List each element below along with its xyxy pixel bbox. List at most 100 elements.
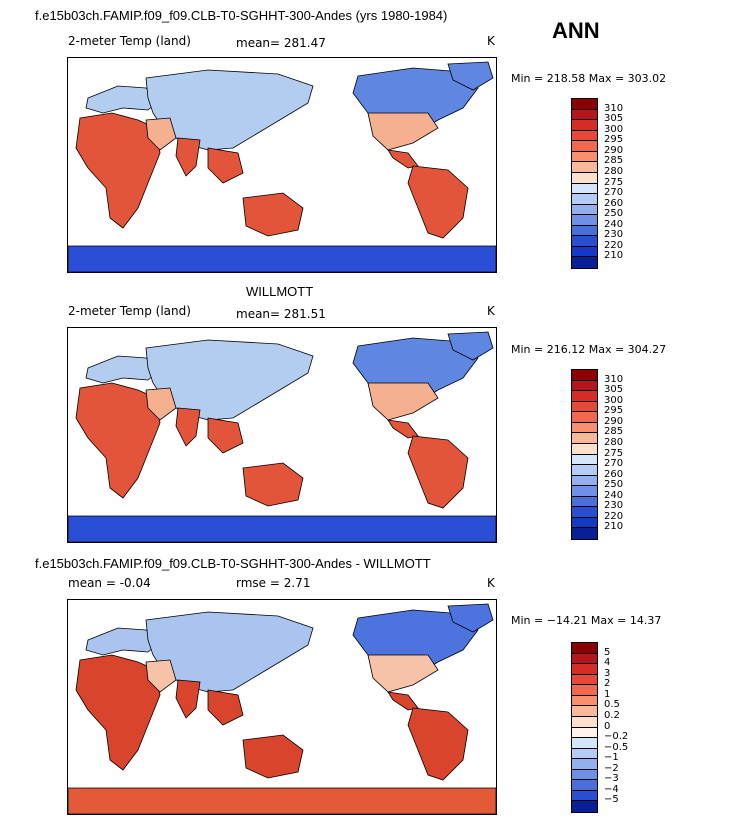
colorbar-box [572, 443, 597, 455]
colorbar-box [572, 433, 597, 444]
colorbar-label: 285 [604, 426, 624, 438]
colorbar-box [572, 738, 597, 749]
panel3-minmax: Min = −14.21 Max = 14.37 [511, 614, 662, 627]
colorbar-label: −0.2 [604, 731, 629, 743]
land-us [367, 382, 439, 421]
colorbar-box [572, 759, 597, 770]
colorbar-label: 305 [604, 384, 624, 396]
panel2-title: WILLMOTT [246, 284, 314, 299]
land-asia [145, 611, 314, 693]
colorbar-label: 0.2 [604, 709, 620, 721]
panel3-map-svg [68, 600, 496, 814]
colorbar-label: 270 [604, 458, 624, 470]
panel1-map-svg [68, 58, 496, 272]
colorbar-label: 250 [604, 479, 624, 491]
land-mideast [145, 659, 177, 693]
colorbar-box [572, 183, 597, 195]
colorbar-box [572, 454, 597, 466]
colorbar-box [572, 475, 597, 487]
panel2-mean: mean= 281.51 [236, 307, 326, 321]
land-mideast [145, 117, 177, 151]
colorbar-box [572, 246, 597, 258]
panel1-units: K [487, 34, 495, 48]
colorbar-label: 285 [604, 155, 624, 167]
colorbar-box [572, 769, 597, 781]
colorbar-box [572, 391, 597, 402]
panel3-mean: mean = -0.04 [68, 576, 151, 590]
colorbar-label: 280 [604, 436, 624, 448]
colorbar-box [572, 727, 597, 739]
colorbar-box [572, 236, 597, 247]
colorbar-label: 280 [604, 165, 624, 177]
colorbar-box [572, 695, 597, 707]
land-australia [242, 734, 304, 779]
colorbar-box [572, 99, 597, 110]
land-australia [242, 192, 304, 237]
land-africa [75, 382, 161, 499]
colorbar-box [572, 422, 597, 434]
colorbar-box [572, 401, 597, 413]
colorbar-box [572, 780, 597, 791]
colorbar-box [572, 496, 597, 508]
panel3-title: f.e15b03ch.FAMIP.f09_f09.CLB-T0-SGHHT-30… [35, 556, 431, 571]
colorbar-box [572, 257, 597, 268]
colorbar-box [572, 120, 597, 131]
colorbar-label: 2 [604, 678, 611, 690]
colorbar-box [572, 790, 597, 802]
land-africa [75, 112, 161, 229]
colorbar-label: 295 [604, 405, 624, 417]
land-asia [145, 339, 314, 421]
panel2-minmax: Min = 216.12 Max = 304.27 [511, 343, 667, 356]
colorbar-box [572, 706, 597, 717]
colorbar-label: 275 [604, 447, 624, 459]
panel3-rmse: rmse = 2.71 [236, 576, 311, 590]
land-india [175, 407, 201, 447]
land-greenland [447, 603, 494, 633]
land-india [175, 679, 201, 719]
colorbar-label: 0 [604, 720, 611, 732]
colorbar-label: 210 [604, 521, 624, 533]
land-seasia [207, 689, 244, 726]
land-antarctica [68, 515, 496, 542]
colorbar-label: 230 [604, 500, 624, 512]
colorbar-label: 310 [604, 373, 624, 385]
land-seasia [207, 147, 244, 184]
colorbar-label: 210 [604, 250, 624, 262]
colorbar-label: 290 [604, 415, 624, 427]
colorbar-box [572, 685, 597, 696]
colorbar-box [572, 151, 597, 163]
colorbar-box [572, 486, 597, 497]
colorbar-box [572, 215, 597, 226]
colorbar-label: 260 [604, 468, 624, 480]
colorbar-label: 270 [604, 187, 624, 199]
land-antarctica [68, 787, 496, 814]
colorbar-box [572, 225, 597, 237]
land-mideast [145, 387, 177, 421]
colorbar-label: 310 [604, 102, 624, 114]
colorbar-label: −2 [604, 762, 619, 774]
colorbar-box [572, 370, 597, 381]
colorbar-box [572, 801, 597, 812]
colorbar-box [572, 194, 597, 205]
land-europe [85, 627, 161, 656]
colorbar-box [572, 465, 597, 476]
colorbar-box [572, 664, 597, 675]
colorbar-label: 230 [604, 229, 624, 241]
colorbar-box [572, 528, 597, 539]
colorbar-box [572, 653, 597, 665]
season-label: ANN [552, 18, 600, 43]
land-south-america [407, 435, 469, 509]
panel1-variable: 2-meter Temp (land) [68, 34, 191, 48]
land-africa [75, 654, 161, 771]
panel1-mean: mean= 281.47 [236, 36, 326, 50]
land-south-america [407, 165, 469, 239]
colorbar-box [572, 517, 597, 529]
colorbar-label: 295 [604, 134, 624, 146]
panel1-colorbar [571, 98, 598, 269]
panel1-map [67, 57, 497, 273]
colorbar-label: −1 [604, 752, 619, 764]
colorbar-box [572, 643, 597, 654]
colorbar-box [572, 162, 597, 173]
colorbar-label: 240 [604, 218, 624, 230]
case-title: f.e15b03ch.FAMIP.f09_f09.CLB-T0-SGHHT-30… [35, 8, 448, 23]
